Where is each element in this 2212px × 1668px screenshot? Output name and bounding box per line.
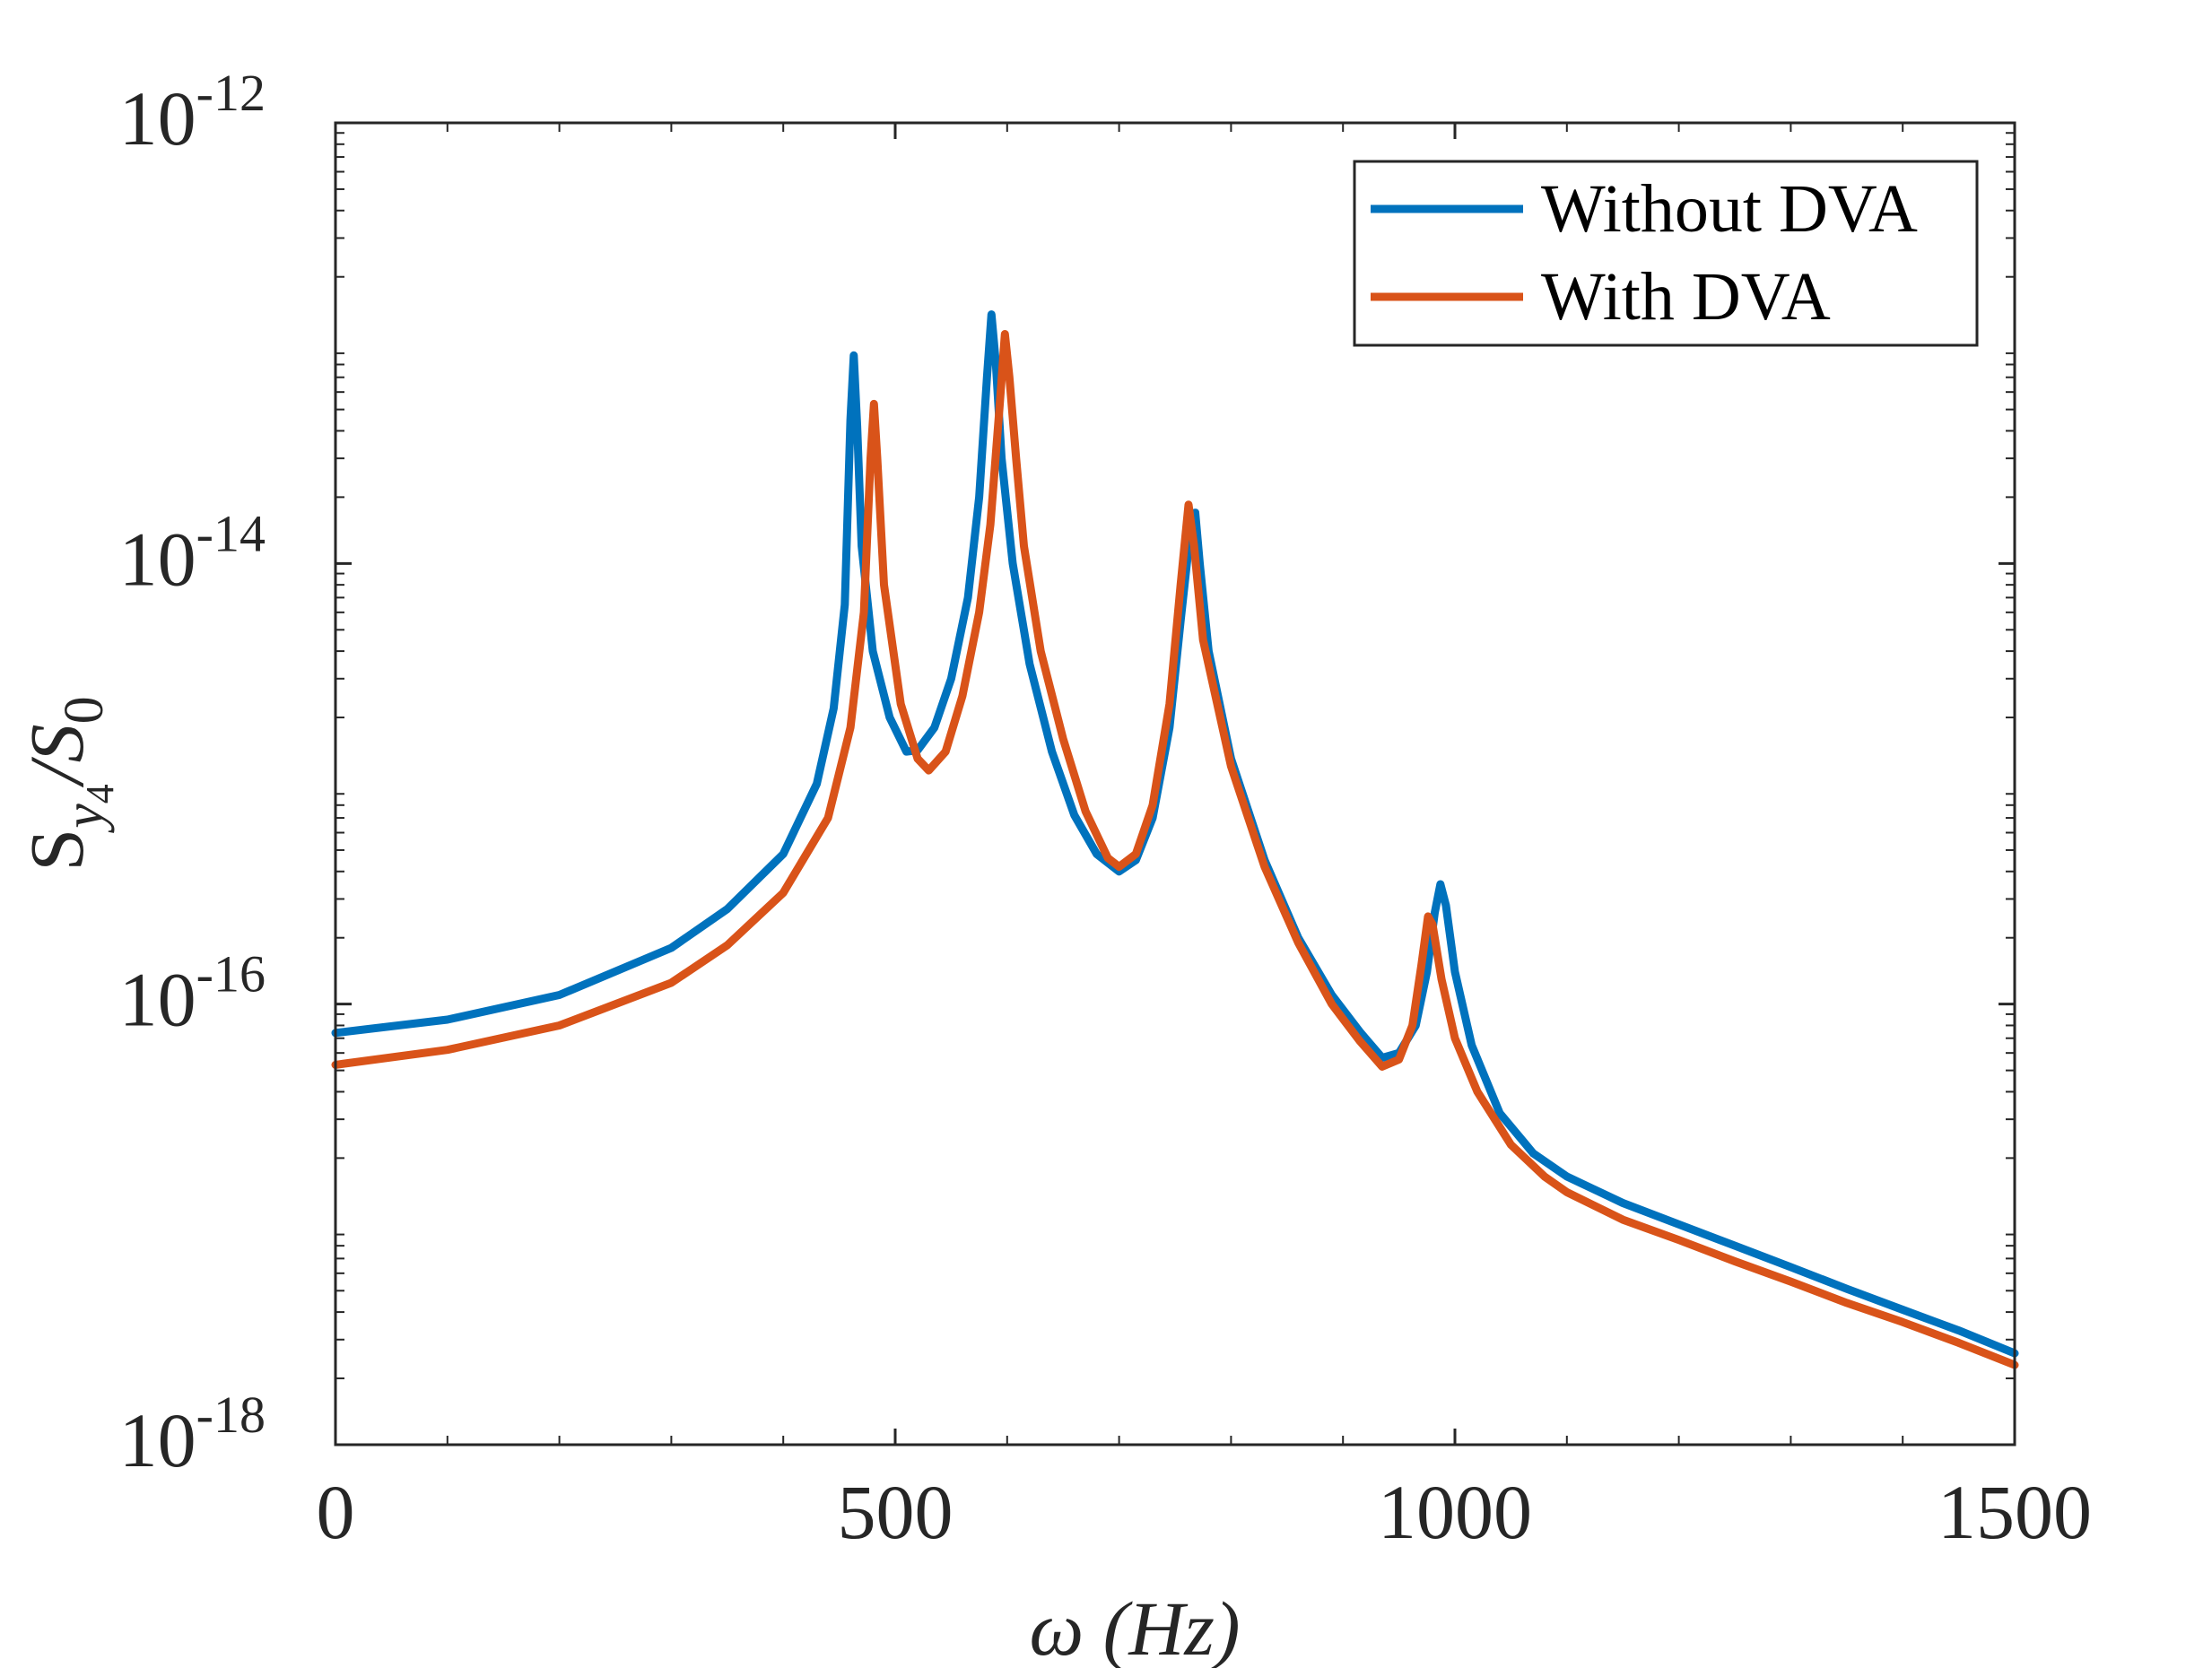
- x-tick-label: 0: [317, 1469, 355, 1555]
- y-tick-label: 10-16: [119, 945, 266, 1043]
- legend-label-with-dva: With DVA: [1541, 259, 1831, 334]
- x-axis-label: ω (Hz): [1029, 1585, 1240, 1668]
- y-tick-label: 10-14: [119, 504, 266, 602]
- x-tick-label: 1500: [1938, 1469, 2092, 1555]
- y-tick-label: 10-12: [119, 64, 266, 161]
- x-tick-label: 500: [838, 1469, 954, 1555]
- y-label-sub-num: 4: [78, 784, 122, 804]
- series-layer: [331, 310, 2019, 1369]
- minor-ticks: [335, 123, 2015, 1445]
- y-label-sub-var: y: [54, 804, 115, 834]
- legend-label-without-dva: Without DVA: [1541, 171, 1918, 247]
- plot-frame: [334, 121, 2016, 1446]
- x-tick-label: 1000: [1378, 1469, 1532, 1555]
- y-tick-labels: 10-18 10-16 10-14 10-12: [119, 64, 266, 1483]
- legend-box: [1353, 160, 1979, 347]
- y-label-denom-sub: 0: [54, 696, 115, 724]
- x-axis-label-text: ω (Hz): [1029, 1585, 1240, 1668]
- series-line-with-dva: [331, 330, 2019, 1369]
- y-label-main: S: [13, 829, 100, 872]
- legend: Without DVA With DVA: [1353, 160, 1979, 347]
- y-tick-label: 10-18: [119, 1386, 266, 1483]
- y-label-denominator: /S: [13, 724, 100, 787]
- y-axis-label: Sy4/S0: [13, 696, 122, 871]
- svg-text:Sy4/S0: Sy4/S0: [13, 696, 122, 871]
- x-tick-labels: 0 500 1000 1500: [317, 1469, 2093, 1555]
